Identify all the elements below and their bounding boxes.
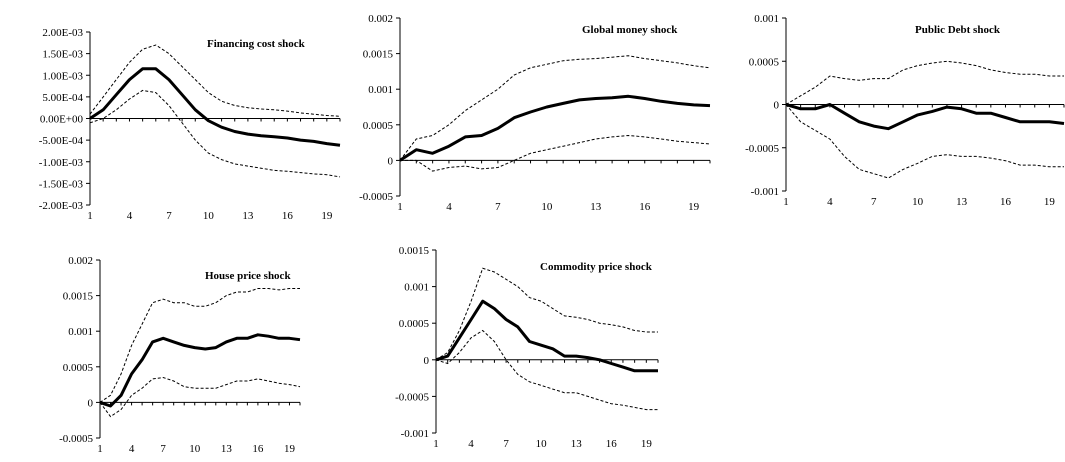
chart-panel-2: 0.002 0.0015 0.001 0.0005 0 -0.0005 1 4 7 10 13 16 1… (359, 0, 720, 220)
x-tick-label: 19 (641, 438, 653, 450)
chart-svg: 2.00E-03 1.50E-03 1.00E-03 5.00E-04 0.00E+00… (39, 27, 341, 222)
impulse-response-line (399, 94, 711, 162)
y-tick-label: 0.0005 (363, 120, 394, 132)
x-tick-label: 7 (166, 210, 172, 222)
y-tick-label: 5.00E-04 (42, 92, 83, 104)
y-tick-label: -0.001 (401, 428, 429, 440)
chart-panel-1: 2.00E-03 1.50E-03 1.00E-03 5.00E-04 0.00E+00… (0, 0, 360, 222)
x-tick-label: 16 (639, 201, 651, 213)
chart-svg: 0.0015 0.001 0.0005 0 -0.0005 -0.001 1 4 7 10 13 16… (395, 245, 659, 450)
y-tick-label: -2.00E-03 (39, 200, 84, 212)
y-tick-label: 0.0015 (399, 245, 430, 257)
chart-title: Financing cost shock (207, 38, 306, 50)
x-tick-label: 4 (468, 438, 474, 450)
x-tick-label: 4 (827, 196, 833, 208)
chart-title: Commodity price shock (540, 261, 653, 273)
y-tick-label: 0.0005 (63, 362, 94, 374)
y-tick-label: -0.0005 (59, 433, 93, 445)
chart-svg: 0.002 0.0015 0.001 0.0005 0 -0.0005 1 4 7 10 13 16 1… (59, 255, 301, 455)
y-tick-label: 1.50E-03 (42, 49, 83, 61)
chart-svg: 0.001 0.0005 0 -0.0005 -0.001 1 4 7 10 13 16 19 Publ… (745, 13, 1065, 208)
x-tick-label: 19 (321, 210, 333, 222)
x-tick-label: 7 (495, 201, 501, 213)
y-tick-label: 0 (388, 155, 394, 167)
confidence-band-line (99, 288, 300, 403)
x-tick-label: 7 (160, 443, 166, 455)
x-tick-label: 16 (606, 438, 618, 450)
confidence-band-line (785, 60, 1064, 105)
chart-title: Public Debt shock (915, 24, 1001, 36)
x-tick-label: 10 (912, 196, 924, 208)
x-tick-label: 1 (433, 438, 439, 450)
confidence-band-line (435, 329, 658, 411)
confidence-band-line (435, 267, 658, 361)
x-tick-label: 13 (221, 443, 233, 455)
y-tick-label: -1.00E-03 (39, 157, 84, 169)
x-tick-label: 13 (242, 210, 254, 222)
confidence-band-line (399, 55, 711, 161)
x-tick-label: 1 (783, 196, 789, 208)
x-tick-label: 10 (536, 438, 548, 450)
y-tick-label: 0.002 (368, 13, 393, 25)
y-tick-label: -0.001 (751, 186, 779, 198)
y-tick-label: 0 (88, 397, 94, 409)
chart-panel-4: 0.002 0.0015 0.001 0.0005 0 -0.0005 1 4 7 10 13 16 1… (0, 240, 330, 462)
chart-title: Global money shock (582, 24, 678, 36)
y-tick-label: -5.00E-04 (39, 135, 84, 147)
impulse-response-line (435, 299, 658, 373)
x-tick-label: 4 (129, 443, 135, 455)
y-tick-label: 0.0015 (363, 49, 394, 61)
confidence-band-line (400, 134, 711, 172)
y-tick-label: 0.0005 (749, 56, 780, 68)
x-tick-label: 13 (590, 201, 602, 213)
y-tick-label: -0.0005 (359, 191, 393, 203)
y-tick-label: -0.0005 (745, 143, 779, 155)
confidence-band-line (99, 376, 301, 418)
y-tick-label: 0.001 (68, 326, 93, 338)
x-tick-label: 13 (571, 438, 583, 450)
x-tick-label: 13 (956, 196, 968, 208)
x-tick-label: 10 (189, 443, 201, 455)
x-tick-label: 16 (252, 443, 264, 455)
impulse-response-line (89, 67, 341, 147)
y-tick-label: -0.0005 (395, 391, 429, 403)
y-tick-label: 0.001 (368, 84, 393, 96)
chart-title: House price shock (205, 270, 291, 282)
impulse-response-line (99, 333, 301, 408)
chart-panel-3: 0.001 0.0005 0 -0.0005 -0.001 1 4 7 10 13 16 19 Publ… (720, 0, 1065, 220)
x-tick-label: 10 (541, 201, 553, 213)
impulse-response-line (785, 103, 1065, 131)
x-tick-label: 4 (127, 210, 133, 222)
y-tick-label: 2.00E-03 (42, 27, 83, 39)
chart-panel-5: 0.0015 0.001 0.0005 0 -0.0005 -0.001 1 4 7 10 13 16… (330, 240, 660, 462)
y-tick-label: 0 (424, 355, 430, 367)
x-tick-label: 1 (397, 201, 403, 213)
y-tick-label: 0.001 (754, 13, 779, 25)
y-tick-label: 0.00E+00 (40, 114, 84, 126)
x-tick-label: 19 (688, 201, 700, 213)
confidence-band-line (785, 104, 1064, 179)
confidence-band-line (89, 44, 341, 117)
y-tick-label: 0.002 (68, 255, 93, 267)
x-tick-label: 10 (203, 210, 215, 222)
y-tick-label: 0.0005 (399, 318, 430, 330)
x-tick-label: 16 (1000, 196, 1012, 208)
y-tick-label: 0.001 (404, 282, 429, 294)
x-tick-label: 16 (282, 210, 294, 222)
y-tick-label: 0 (774, 100, 780, 112)
x-tick-label: 19 (284, 443, 296, 455)
confidence-band-line (89, 89, 341, 178)
y-tick-label: 1.00E-03 (42, 70, 83, 82)
x-tick-label: 7 (871, 196, 877, 208)
x-tick-label: 1 (87, 210, 93, 222)
x-tick-label: 7 (503, 438, 509, 450)
x-tick-label: 4 (446, 201, 452, 213)
x-tick-label: 19 (1044, 196, 1056, 208)
chart-svg: 0.002 0.0015 0.001 0.0005 0 -0.0005 1 4 7 10 13 16 1… (359, 13, 711, 213)
x-tick-label: 1 (97, 443, 103, 455)
y-tick-label: -1.50E-03 (39, 178, 84, 190)
y-tick-label: 0.0015 (63, 291, 94, 303)
